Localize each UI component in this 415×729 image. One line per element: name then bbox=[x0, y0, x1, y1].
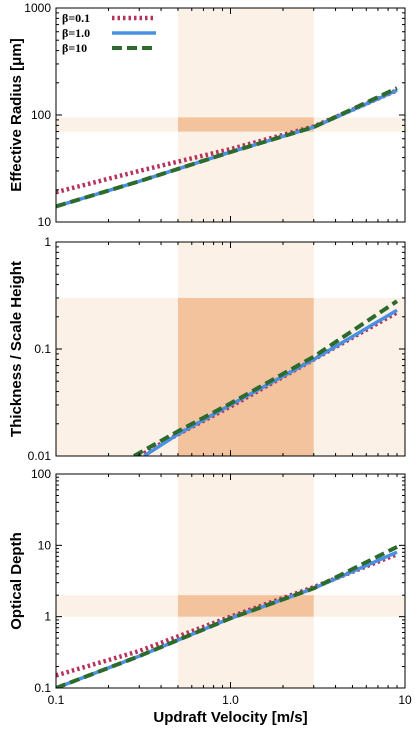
series-line-dashed bbox=[133, 299, 399, 456]
series-group bbox=[56, 545, 398, 688]
y-tick-label: 100 bbox=[31, 108, 51, 122]
y-tick-label: 1 bbox=[44, 610, 51, 624]
series-line-dotted bbox=[56, 88, 398, 195]
series-line-dashed bbox=[56, 545, 398, 688]
y-axis-label: Thickness / Scale Height bbox=[8, 261, 25, 437]
legend-label: β=10 bbox=[62, 41, 87, 55]
y-tick-label: 10 bbox=[38, 215, 52, 229]
x-tick-label: 10 bbox=[398, 693, 412, 707]
legend: β=0.1β=1.0β=10 bbox=[62, 11, 156, 55]
panel-2: 0.01 0.1 1 Thickness / Scale Height bbox=[8, 235, 406, 463]
panel-1: 10 100 1000 Effective Radius [μm] β=0.1β=1.0… bbox=[8, 1, 406, 229]
y-tick-label: 0.01 bbox=[28, 449, 52, 463]
shaded-x-band bbox=[177, 474, 314, 688]
legend-label: β=1.0 bbox=[62, 26, 90, 40]
x-tick-label: 1.0 bbox=[222, 693, 239, 707]
shaded-overlap-region bbox=[177, 297, 314, 456]
y-tick-label: 0.1 bbox=[34, 342, 51, 356]
y-tick-label: 1000 bbox=[24, 1, 51, 15]
x-axis-label: Updraft Velocity [m/s] bbox=[153, 709, 307, 726]
y-axis-label: Effective Radius [μm] bbox=[8, 38, 25, 191]
y-axis-label: Optical Depth bbox=[8, 532, 25, 630]
y-tick-label: 0.1 bbox=[34, 681, 51, 695]
shaded-x-band bbox=[177, 8, 314, 222]
series-group bbox=[56, 86, 398, 209]
series-group bbox=[133, 299, 399, 456]
x-tick-label: 0.1 bbox=[48, 693, 65, 707]
y-tick-label: 10 bbox=[38, 538, 52, 552]
shaded-overlap-region bbox=[177, 117, 314, 132]
panel-3: 0.1 1 10 100 Optical Depth bbox=[8, 467, 406, 695]
series-line-dashed bbox=[56, 86, 398, 209]
y-tick-label: 1 bbox=[44, 235, 51, 249]
y-tick-label: 100 bbox=[31, 467, 51, 481]
legend-label: β=0.1 bbox=[62, 11, 90, 25]
